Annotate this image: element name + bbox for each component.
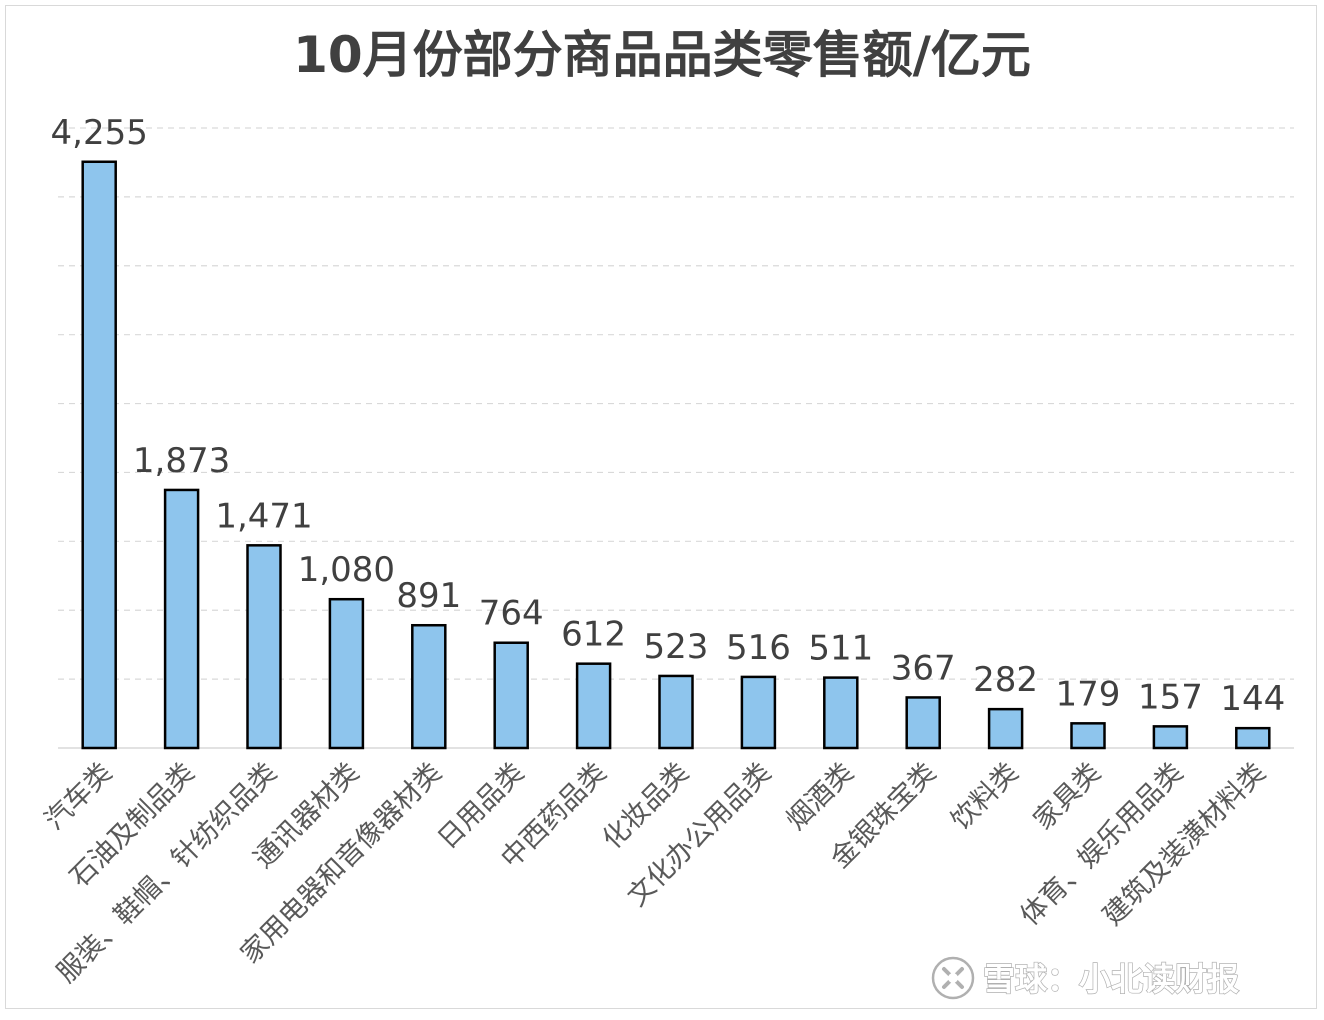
snowball-logo-icon [931,956,975,1000]
bar [246,544,282,750]
data-label: 523 [644,627,709,667]
category-tick-labels: 汽车类石油及制品类服装、鞋帽、针纺织品类通讯器材类家用电器和音像器材类日用品类中… [39,757,1272,989]
data-label: 4,255 [51,113,148,153]
bar [1070,722,1106,750]
bar [987,707,1024,750]
bar [493,641,529,750]
data-label: 764 [479,594,544,634]
category-tick-label: 文化办公用品类 [622,757,778,913]
data-label: 1,080 [298,550,395,590]
data-label: 516 [726,628,791,668]
chart-frame [5,5,1317,1009]
bar [1235,726,1271,750]
chart-title: 10月份部分商品品类零售额/亿元 [293,26,1031,84]
bar [905,696,941,750]
data-label: 367 [891,648,956,688]
data-label: 179 [1056,674,1121,714]
watermark: 雪球：小北读财报 [931,956,1240,1000]
bar [823,676,859,750]
bar [328,597,365,750]
bar [740,675,777,750]
data-label: 1,471 [215,496,312,536]
category-tick-label: 家具类 [1028,757,1107,836]
data-label: 157 [1138,677,1203,717]
bar [411,623,447,750]
bar [81,160,117,750]
data-label: 612 [561,615,626,655]
data-label: 891 [396,576,461,616]
watermark-text: 雪球：小北读财报 [983,960,1239,998]
data-label: 144 [1220,679,1285,719]
bars [81,160,1271,750]
category-tick-label: 烟酒类 [781,757,860,836]
bar [1152,725,1189,750]
data-label: 511 [808,629,873,669]
category-tick-label: 汽车类 [39,757,118,836]
data-label: 1,873 [133,441,230,481]
bar [658,674,694,750]
category-tick-label: 饮料类 [945,757,1024,836]
data-label: 282 [973,660,1038,700]
bar [163,488,200,750]
bar [575,662,612,750]
